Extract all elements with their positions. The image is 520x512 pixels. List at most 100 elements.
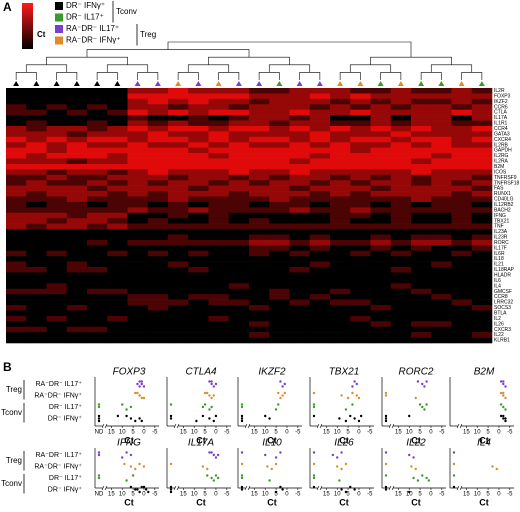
heatmap-cell xyxy=(147,234,169,241)
dot xyxy=(214,456,218,459)
heatmap-cell xyxy=(269,229,290,235)
heatmap-cell xyxy=(46,98,68,105)
heatmap-cell xyxy=(289,267,311,273)
heatmap-cell xyxy=(451,288,473,295)
heatmap-cell xyxy=(87,125,108,132)
heatmap-cell xyxy=(350,142,371,148)
heatmap-cell xyxy=(249,310,270,317)
heatmap-cell xyxy=(390,245,412,252)
heatmap-cell xyxy=(330,256,351,262)
heatmap-cell xyxy=(451,234,473,241)
dot xyxy=(206,474,209,477)
heatmap-cell xyxy=(451,256,473,262)
heatmap-cell xyxy=(471,294,493,300)
heatmap-cell xyxy=(370,267,392,273)
heatmap-cell xyxy=(451,120,473,127)
dot xyxy=(351,385,354,388)
heatmap-cell xyxy=(6,305,27,311)
heatmap-cell xyxy=(66,218,88,224)
heatmap-cell xyxy=(309,315,331,322)
dendrogram xyxy=(380,72,402,80)
heatmap-cell xyxy=(451,98,473,105)
heatmap-cell xyxy=(411,104,432,111)
heatmap-cell xyxy=(390,109,412,116)
heatmap-cell xyxy=(46,163,68,170)
heatmap-cell xyxy=(127,142,149,148)
heatmap-cell xyxy=(46,153,68,159)
dot xyxy=(129,405,133,409)
heatmap-cell xyxy=(249,88,270,94)
heatmap-cell xyxy=(411,250,432,257)
heatmap-cell xyxy=(107,283,128,290)
heatmap-cell xyxy=(350,136,371,143)
heatmap-cell xyxy=(471,98,493,105)
colorbar xyxy=(22,3,33,49)
heatmap-cell xyxy=(411,229,432,235)
heatmap-cell xyxy=(6,142,27,148)
dendrogram xyxy=(461,72,483,80)
heatmap-cell xyxy=(6,229,27,235)
dot-panel-title: IL22 xyxy=(406,438,426,449)
heatmap-cell xyxy=(208,120,230,127)
x-tick-label: 10 xyxy=(334,492,341,498)
dot-panel-title: IL17A xyxy=(188,438,214,449)
dot xyxy=(147,490,150,494)
heatmap-cell xyxy=(147,136,169,143)
heatmap-cell xyxy=(228,125,250,132)
dot xyxy=(502,382,505,386)
heatmap-cell xyxy=(208,283,230,290)
heatmap-cell xyxy=(289,88,311,94)
heatmap-cell xyxy=(249,277,270,284)
dot-panel-title: FOXP3 xyxy=(113,367,146,378)
dot xyxy=(169,417,173,420)
heatmap-cell xyxy=(249,212,270,219)
x-tick-label: 5 xyxy=(418,430,422,436)
column-marker xyxy=(316,81,323,86)
heatmap-cell xyxy=(46,229,68,235)
heatmap-cell xyxy=(46,207,68,214)
heatmap-cell xyxy=(228,98,250,105)
dot xyxy=(142,385,146,388)
heatmap-cell xyxy=(390,207,412,214)
heatmap-cell xyxy=(26,256,47,262)
heatmap-cell xyxy=(309,234,331,241)
heatmap-cell xyxy=(330,218,351,224)
heatmap-cell xyxy=(66,223,88,230)
heatmap-cell xyxy=(66,239,88,246)
heatmap-cell xyxy=(168,115,189,121)
heatmap-cell xyxy=(390,315,412,322)
heatmap-cell xyxy=(46,142,68,148)
column-marker xyxy=(13,81,20,86)
dot xyxy=(195,419,198,423)
heatmap-cell xyxy=(107,93,128,100)
heatmap-cell xyxy=(451,294,473,300)
heatmap-cell xyxy=(127,104,149,111)
heatmap-cell xyxy=(127,315,149,322)
dendrogram xyxy=(137,72,159,80)
dot xyxy=(423,408,426,411)
heatmap-cell xyxy=(350,115,371,121)
x-tick-label: -5 xyxy=(224,430,230,436)
dot xyxy=(359,414,363,418)
heatmap-cell xyxy=(66,153,88,159)
heatmap-cell xyxy=(188,169,209,176)
heatmap-cell xyxy=(127,218,149,224)
heatmap-cell xyxy=(66,120,88,127)
heatmap-cell xyxy=(451,261,473,268)
heatmap-cell xyxy=(269,201,290,208)
heatmap-cell xyxy=(451,337,473,344)
axis-break xyxy=(316,485,323,491)
heatmap-cell xyxy=(228,115,250,121)
heatmap-cell xyxy=(46,104,68,111)
heatmap-cell xyxy=(107,131,128,138)
heatmap-cell xyxy=(127,326,149,333)
heatmap-cell xyxy=(451,136,473,143)
gene-label: IL22 xyxy=(494,332,504,338)
heatmap-cell xyxy=(269,267,290,273)
heatmap-cell xyxy=(411,201,432,208)
heatmap-cell xyxy=(127,256,149,262)
heatmap-cell xyxy=(107,212,128,219)
heatmap-cell xyxy=(168,310,189,317)
dot xyxy=(97,417,101,420)
heatmap-cell xyxy=(208,104,230,111)
